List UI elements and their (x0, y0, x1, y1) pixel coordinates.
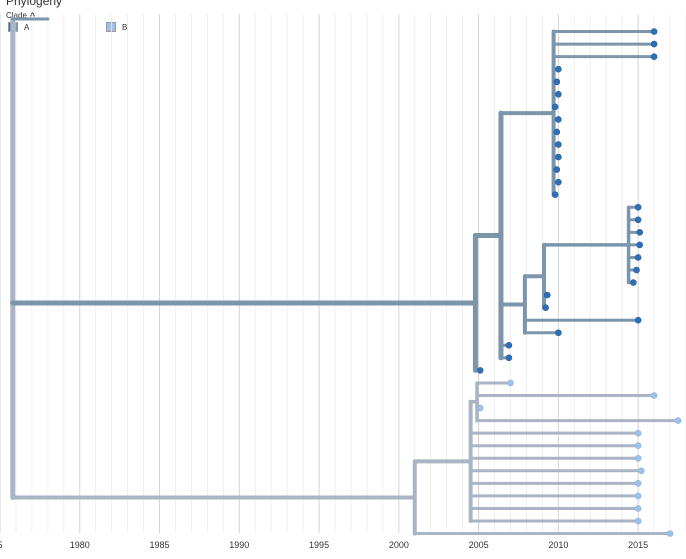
tip-marker (634, 492, 642, 500)
x-tick-label: 2010 (548, 540, 568, 550)
tip-marker (634, 216, 642, 224)
tip-marker (555, 141, 562, 148)
tip-marker (553, 166, 561, 173)
legend-swatch-b (106, 22, 116, 32)
tip-marker (634, 203, 642, 211)
legend-header[interactable]: Clade ^ (6, 10, 36, 22)
tip-marker (555, 153, 562, 161)
tip-marker (630, 279, 637, 286)
legend-label-b: B (122, 22, 128, 32)
tip-marker (634, 480, 642, 487)
tip-marker (634, 454, 642, 462)
tip-marker (543, 291, 551, 299)
tip-marker (634, 254, 642, 261)
tip-marker (650, 28, 658, 35)
chevron-up-icon[interactable]: ^ (29, 11, 36, 21)
tip-marker (634, 442, 642, 450)
tip-marker (636, 241, 644, 249)
tip-marker (542, 304, 549, 311)
tip-marker (555, 91, 562, 98)
x-tick-label: 2000 (389, 540, 409, 550)
tip-marker (551, 191, 559, 198)
x-tick-label: 1980 (70, 540, 90, 550)
tip-marker (636, 229, 644, 236)
tip-marker (505, 341, 513, 349)
tip-marker (634, 429, 642, 437)
x-tick-label: 5 (0, 540, 3, 550)
tip-marker (634, 517, 642, 525)
tip-marker (555, 329, 562, 337)
legend-label-a: A (24, 22, 30, 32)
tip-marker (551, 103, 559, 111)
tip-marker (553, 78, 561, 86)
legend-header-label: Clade (6, 10, 27, 20)
tip-marker (553, 128, 561, 136)
tip-marker (650, 392, 658, 399)
tip-marker (674, 417, 682, 424)
x-tick-label: 1995 (309, 540, 329, 550)
tip-marker (555, 178, 562, 186)
x-tick-label: 2005 (469, 540, 489, 550)
tip-marker (638, 467, 645, 475)
tip-marker (650, 53, 658, 60)
tip-marker (650, 40, 658, 48)
tip-marker (555, 116, 562, 123)
tip-marker (476, 404, 484, 412)
chart-title: Phylogeny (6, 0, 63, 8)
tip-marker (507, 379, 514, 387)
x-tick-label: 2015 (628, 540, 648, 550)
tip-marker (666, 530, 674, 537)
x-tick-label: 1990 (229, 540, 249, 550)
tip-marker (634, 505, 642, 512)
tip-marker (634, 316, 642, 324)
tip-marker (476, 367, 484, 374)
tip-marker (633, 266, 640, 274)
tip-marker (555, 65, 562, 73)
legend-item-b[interactable]: B (106, 22, 127, 32)
x-tick-label: 1985 (150, 540, 170, 550)
tip-marker (505, 354, 513, 362)
